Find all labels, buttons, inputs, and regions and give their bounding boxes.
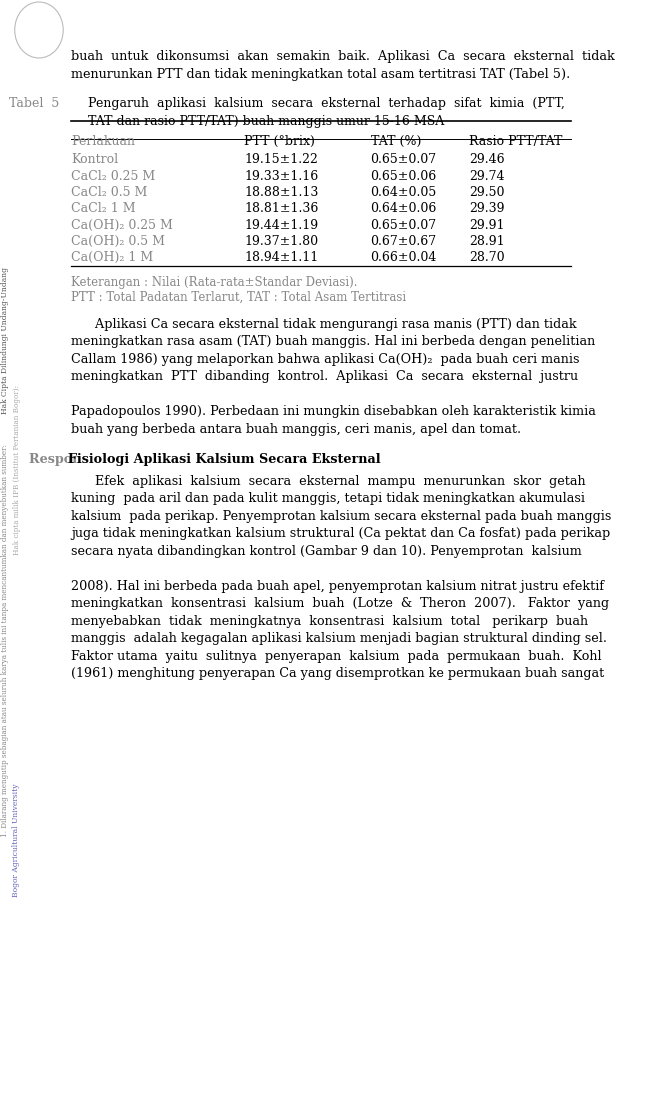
Text: 19.33±1.16: 19.33±1.16 (244, 170, 319, 183)
Text: PTT (°brix): PTT (°brix) (244, 136, 315, 148)
Text: CaCl₂ 0.25 M: CaCl₂ 0.25 M (71, 170, 155, 183)
Text: Pengaruh  aplikasi  kalsium  secara  eksternal  terhadap  sifat  kimia  (PTT,: Pengaruh aplikasi kalsium secara ekstern… (88, 97, 565, 110)
Text: 18.94±1.11: 18.94±1.11 (244, 251, 319, 264)
Text: 0.66±0.04: 0.66±0.04 (371, 251, 437, 264)
Text: 0.65±0.07: 0.65±0.07 (371, 153, 437, 167)
Text: meningkatkan  konsentrasi  kalsium  buah  (Lotze  &  Theron  2007).   Faktor  ya: meningkatkan konsentrasi kalsium buah (L… (71, 597, 609, 610)
Text: TAT (%): TAT (%) (371, 136, 421, 148)
Text: 0.65±0.07: 0.65±0.07 (371, 218, 437, 232)
Text: buah  untuk  dikonsumsi  akan  semakin  baik.  Aplikasi  Ca  secara  eksternal  : buah untuk dikonsumsi akan semakin baik.… (71, 50, 615, 63)
Text: CaCl₂ 0.5 M: CaCl₂ 0.5 M (71, 186, 148, 199)
Text: Kontrol: Kontrol (71, 153, 118, 167)
Text: 28.91: 28.91 (470, 235, 505, 248)
Text: 19.15±1.22: 19.15±1.22 (244, 153, 318, 167)
Text: Respon: Respon (29, 452, 86, 466)
Text: 0.64±0.06: 0.64±0.06 (371, 203, 437, 215)
Text: kuning  pada aril dan pada kulit manggis, tetapi tidak meningkatkan akumulasi: kuning pada aril dan pada kulit manggis,… (71, 492, 585, 505)
Text: 0.65±0.06: 0.65±0.06 (371, 170, 437, 183)
Text: Hak cipta milik IPB (Institut Pertanian Bogor):: Hak cipta milik IPB (Institut Pertanian … (13, 385, 21, 556)
Text: Bogor Agricultural University: Bogor Agricultural University (11, 783, 19, 897)
Text: juga tidak meningkatkan kalsium struktural (Ca pektat dan Ca fosfat) pada perika: juga tidak meningkatkan kalsium struktur… (71, 528, 611, 540)
Text: CaCl₂ 1 M: CaCl₂ 1 M (71, 203, 136, 215)
Text: 29.74: 29.74 (470, 170, 505, 183)
Text: 29.91: 29.91 (470, 218, 505, 232)
Text: 19.37±1.80: 19.37±1.80 (244, 235, 318, 248)
Text: kalsium  pada perikap. Penyemprotan kalsium secara eksternal pada buah manggis: kalsium pada perikap. Penyemprotan kalsi… (71, 510, 611, 523)
Text: Papadopoulos 1990). Perbedaan ini mungkin disebabkan oleh karakteristik kimia: Papadopoulos 1990). Perbedaan ini mungki… (71, 405, 596, 419)
Text: TAT dan rasio PTT/TAT) buah manggis umur 15-16 MSA: TAT dan rasio PTT/TAT) buah manggis umur… (88, 114, 445, 128)
Text: 18.81±1.36: 18.81±1.36 (244, 203, 319, 215)
Text: manggis  adalah kegagalan aplikasi kalsium menjadi bagian struktural dinding sel: manggis adalah kegagalan aplikasi kalsiu… (71, 632, 607, 645)
Text: Hak Cipta Dilindungi Undang-Undang: Hak Cipta Dilindungi Undang-Undang (1, 267, 9, 413)
Text: 18.88±1.13: 18.88±1.13 (244, 186, 319, 199)
Text: Fisiologi Aplikasi Kalsium Secara Eksternal: Fisiologi Aplikasi Kalsium Secara Ekster… (67, 452, 380, 466)
Text: Ca(OH)₂ 0.25 M: Ca(OH)₂ 0.25 M (71, 218, 173, 232)
Text: Tabel  5: Tabel 5 (9, 97, 59, 110)
Text: Ca(OH)₂ 1 M: Ca(OH)₂ 1 M (71, 251, 153, 264)
Text: Keterangan : Nilai (Rata-rata±Standar Deviasi).: Keterangan : Nilai (Rata-rata±Standar De… (71, 277, 357, 289)
Text: 1. Dilarang mengutip sebagian atau seluruh karya tulis ini tanpa mencantumkan da: 1. Dilarang mengutip sebagian atau selur… (1, 444, 9, 837)
Text: Rasio PTT/TAT: Rasio PTT/TAT (470, 136, 562, 148)
Text: PTT : Total Padatan Terlarut, TAT : Total Asam Tertitrasi: PTT : Total Padatan Terlarut, TAT : Tota… (71, 291, 406, 304)
Text: menurunkan PTT dan tidak meningkatkan total asam tertitrasi TAT (Tabel 5).: menurunkan PTT dan tidak meningkatkan to… (71, 67, 570, 81)
Text: (1961) menghitung penyerapan Ca yang disemprotkan ke permukaan buah sangat: (1961) menghitung penyerapan Ca yang dis… (71, 668, 605, 680)
Text: 19.44±1.19: 19.44±1.19 (244, 218, 318, 232)
Text: 28.70: 28.70 (470, 251, 505, 264)
Text: Callam 1986) yang melaporkan bahwa aplikasi Ca(OH)₂  pada buah ceri manis: Callam 1986) yang melaporkan bahwa aplik… (71, 353, 580, 366)
Text: 29.46: 29.46 (470, 153, 505, 167)
Text: secara nyata dibandingkan kontrol (Gambar 9 dan 10). Penyemprotan  kalsium: secara nyata dibandingkan kontrol (Gamba… (71, 544, 582, 558)
Text: 2008). Hal ini berbeda pada buah apel, penyemprotan kalsium nitrat justru efekti: 2008). Hal ini berbeda pada buah apel, p… (71, 579, 604, 592)
Text: Efek  aplikasi  kalsium  secara  eksternal  mampu  menurunkan  skor  getah: Efek aplikasi kalsium secara eksternal m… (71, 475, 586, 487)
Text: meningkatkan rasa asam (TAT) buah manggis. Hal ini berbeda dengan penelitian: meningkatkan rasa asam (TAT) buah manggi… (71, 335, 595, 348)
Text: 29.50: 29.50 (470, 186, 505, 199)
Text: Ca(OH)₂ 0.5 M: Ca(OH)₂ 0.5 M (71, 235, 165, 248)
Text: Perlakuan: Perlakuan (71, 136, 135, 148)
Text: 0.67±0.67: 0.67±0.67 (371, 235, 437, 248)
Text: 0.64±0.05: 0.64±0.05 (371, 186, 437, 199)
Text: buah yang berbeda antara buah manggis, ceri manis, apel dan tomat.: buah yang berbeda antara buah manggis, c… (71, 423, 521, 436)
Text: Aplikasi Ca secara eksternal tidak mengurangi rasa manis (PTT) dan tidak: Aplikasi Ca secara eksternal tidak mengu… (71, 318, 576, 330)
Text: Faktor utama  yaitu  sulitnya  penyerapan  kalsium  pada  permukaan  buah.  Kohl: Faktor utama yaitu sulitnya penyerapan k… (71, 650, 602, 663)
Text: 29.39: 29.39 (470, 203, 505, 215)
Text: meningkatkan  PTT  dibanding  kontrol.  Aplikasi  Ca  secara  eksternal  justru: meningkatkan PTT dibanding kontrol. Apli… (71, 371, 578, 383)
Text: menyebabkan  tidak  meningkatnya  konsentrasi  kalsium  total   perikarp  buah: menyebabkan tidak meningkatnya konsentra… (71, 615, 588, 627)
